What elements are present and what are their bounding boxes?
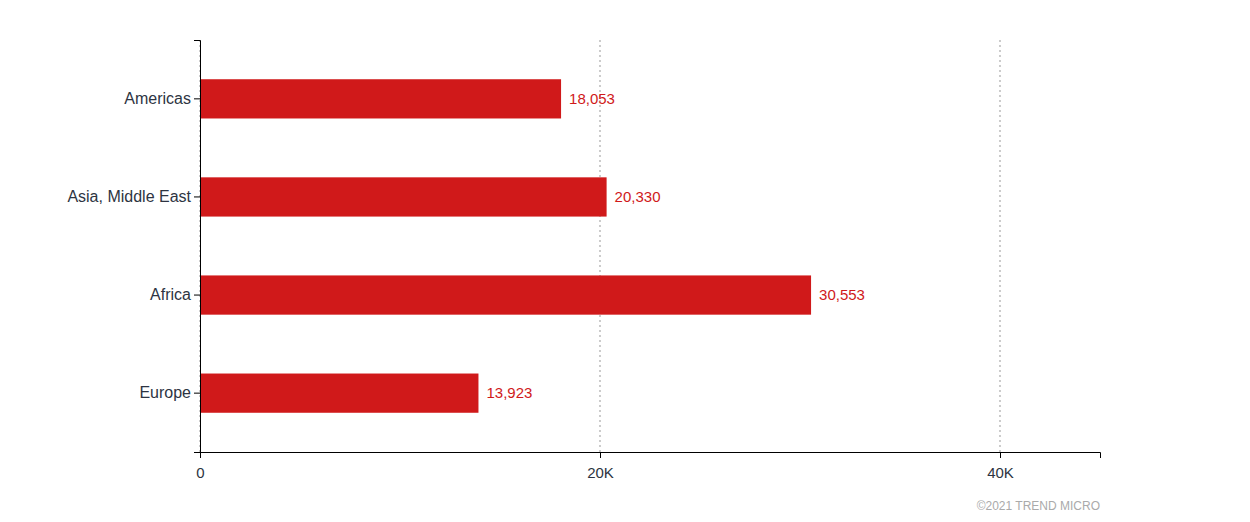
axis-line bbox=[194, 41, 201, 453]
tick-label: Americas bbox=[124, 90, 191, 107]
tick-label: 0 bbox=[196, 464, 204, 481]
tick-label: 20K bbox=[587, 464, 614, 481]
tick-label: Asia, Middle East bbox=[67, 188, 191, 205]
annotation: ©2021 TREND MICRO bbox=[977, 499, 1100, 513]
tick-label: Europe bbox=[139, 384, 191, 401]
tick-mark bbox=[194, 196, 200, 197]
grid-line bbox=[999, 40, 1000, 452]
tick-label: 40K bbox=[987, 464, 1014, 481]
bar bbox=[200, 374, 478, 413]
data-label: 20,330 bbox=[615, 188, 661, 205]
x-tick: 0 bbox=[196, 452, 204, 481]
data-label: 18,053 bbox=[569, 90, 615, 107]
tick-label: Africa bbox=[150, 286, 191, 303]
x-tick: 40K bbox=[987, 452, 1014, 481]
tick-mark bbox=[194, 98, 200, 99]
y-axis: Americas Asia, Middle East Africa Europe bbox=[67, 41, 200, 453]
tick-mark bbox=[194, 393, 200, 394]
bar bbox=[200, 79, 561, 118]
data-labels: 18,053 20,330 30,553 13,923 bbox=[486, 90, 864, 401]
grid bbox=[200, 40, 1000, 452]
bar bbox=[200, 177, 607, 216]
axis-line bbox=[201, 453, 1101, 459]
x-axis: 0 20K 40K bbox=[196, 452, 1100, 481]
tick-mark bbox=[600, 452, 601, 458]
y-tick: Africa bbox=[150, 286, 200, 303]
data-label: 30,553 bbox=[819, 286, 865, 303]
chart: 0 20K 40K Americas Asia, Middle East Africa Eu… bbox=[0, 0, 1250, 522]
bars bbox=[200, 79, 811, 413]
x-tick: 20K bbox=[587, 452, 614, 481]
tick-mark bbox=[1000, 452, 1001, 458]
bar bbox=[200, 275, 811, 314]
data-label: 13,923 bbox=[486, 384, 532, 401]
tick-mark bbox=[194, 295, 200, 296]
y-tick: Asia, Middle East bbox=[67, 188, 200, 205]
y-tick: Americas bbox=[124, 90, 200, 107]
y-tick: Europe bbox=[139, 384, 200, 401]
plot-area: 0 20K 40K Americas Asia, Middle East Africa Eu… bbox=[67, 40, 1100, 481]
